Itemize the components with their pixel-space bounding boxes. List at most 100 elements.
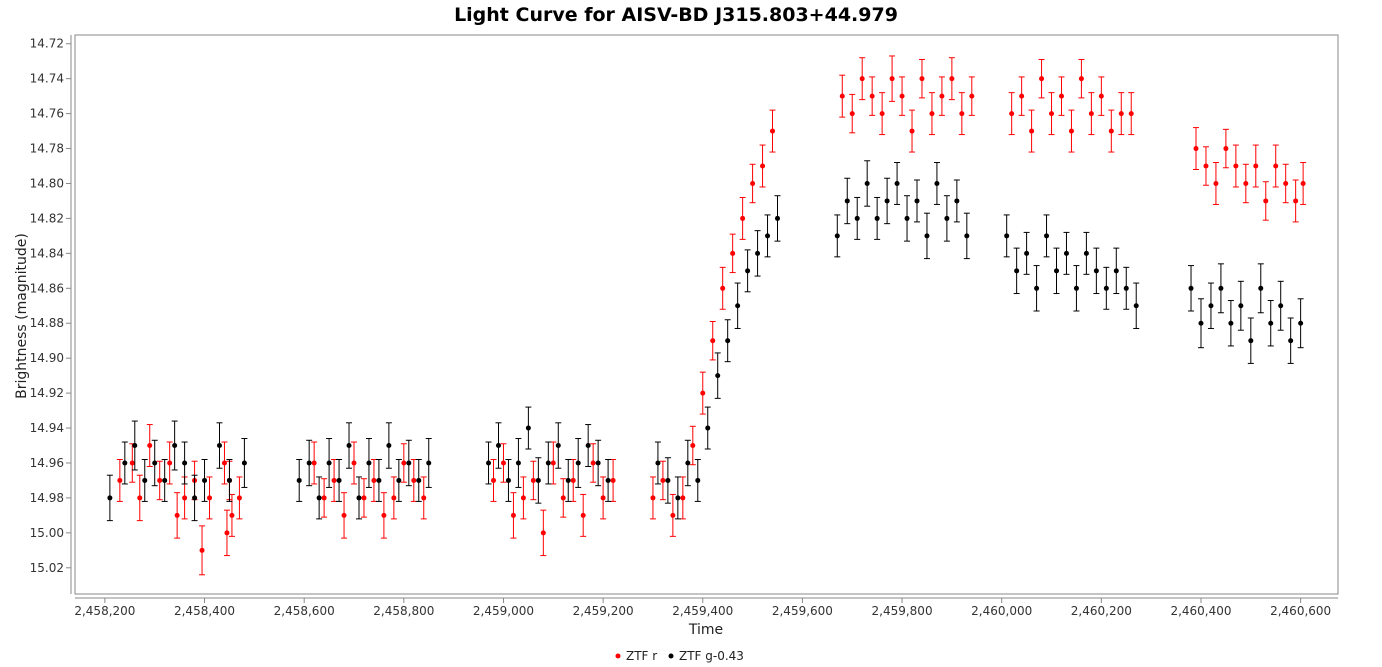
chart-title: Light Curve for AISV-BD J315.803+44.979: [454, 4, 898, 26]
x-tick-label: 2,459,600: [772, 604, 833, 618]
data-point: [311, 460, 317, 466]
data-point: [336, 477, 342, 483]
data-point: [1203, 163, 1209, 169]
data-point: [224, 530, 230, 536]
data-point: [1083, 250, 1089, 256]
x-tick-label: 2,458,800: [373, 604, 434, 618]
data-point: [774, 215, 780, 221]
data-point: [555, 443, 561, 449]
data-point: [236, 495, 242, 501]
data-point: [899, 93, 905, 99]
x-axis-ticks: 2,458,200 2,458,400 2,458,600 2,458,800 2,45…: [74, 598, 1331, 618]
data-point: [371, 477, 377, 483]
data-point: [914, 198, 920, 204]
y-tick-label: 14.98: [30, 491, 64, 505]
data-point: [924, 233, 930, 239]
data-point: [1004, 233, 1010, 239]
data-point: [590, 460, 596, 466]
series-0: [116, 55, 1307, 576]
x-tick-label: 2,459,200: [573, 604, 634, 618]
data-point: [1188, 285, 1194, 291]
y-tick-label: 14.94: [30, 421, 64, 435]
data-point: [1063, 250, 1069, 256]
data-point: [515, 460, 521, 466]
data-point: [241, 460, 247, 466]
data-point: [229, 512, 235, 518]
data-point: [1123, 285, 1129, 291]
data-point: [1288, 338, 1294, 344]
plot-area: [74, 34, 1339, 595]
data-point: [934, 180, 940, 186]
data-point: [226, 477, 232, 483]
data-point: [949, 76, 955, 82]
data-point: [366, 460, 372, 466]
data-point: [1118, 111, 1124, 117]
data-point: [854, 215, 860, 221]
y-tick-label: 15.00: [30, 526, 64, 540]
data-point: [740, 215, 746, 221]
data-point: [695, 477, 701, 483]
data-point: [346, 443, 352, 449]
x-tick-label: 2,458,400: [174, 604, 235, 618]
data-point: [192, 495, 198, 501]
data-point: [1243, 180, 1249, 186]
data-point: [680, 495, 686, 501]
data-point: [929, 111, 935, 117]
data-point: [650, 495, 656, 501]
x-tick-label: 2,460,400: [1170, 604, 1231, 618]
data-point: [595, 460, 601, 466]
data-point: [316, 495, 322, 501]
data-point: [755, 250, 761, 256]
data-point: [839, 93, 845, 99]
data-point: [1300, 180, 1306, 186]
data-point: [396, 477, 402, 483]
data-point: [585, 443, 591, 449]
data-point: [540, 530, 546, 536]
data-point: [760, 163, 766, 169]
data-point: [1093, 268, 1099, 274]
y-tick-label: 14.76: [30, 107, 64, 121]
data-point: [510, 512, 516, 518]
data-point: [859, 76, 865, 82]
data-point: [381, 512, 387, 518]
y-tick-label: 14.84: [30, 246, 64, 260]
data-point: [1039, 76, 1045, 82]
data-point: [770, 128, 776, 134]
data-point: [216, 443, 222, 449]
data-point: [525, 425, 531, 431]
legend-label-ztf-r: ZTF r: [626, 649, 657, 663]
series-layer: [106, 55, 1307, 576]
data-point: [869, 93, 875, 99]
data-point: [765, 233, 771, 239]
data-point: [426, 460, 432, 466]
data-point: [147, 443, 153, 449]
data-point: [1278, 303, 1284, 309]
data-point: [909, 128, 915, 134]
data-point: [1268, 320, 1274, 326]
data-point: [605, 477, 611, 483]
data-point: [1029, 128, 1035, 134]
data-point: [889, 76, 895, 82]
y-tick-label: 14.72: [30, 37, 64, 51]
data-point: [520, 495, 526, 501]
x-tick-label: 2,459,000: [473, 604, 534, 618]
data-point: [959, 111, 965, 117]
data-point: [670, 512, 676, 518]
data-point: [162, 477, 168, 483]
data-point: [735, 303, 741, 309]
data-point: [1054, 268, 1060, 274]
data-point: [1133, 303, 1139, 309]
y-axis-ticks: 14.72 14.74 14.76 14.78 14.80 14.82 14.84 14.86…: [30, 37, 71, 575]
x-axis-label: Time: [688, 622, 723, 638]
legend-marker-ztf-r: [615, 653, 621, 659]
data-point: [122, 460, 128, 466]
data-point: [491, 477, 497, 483]
data-point: [939, 93, 945, 99]
data-point: [1273, 163, 1279, 169]
x-tick-label: 2,460,200: [1071, 604, 1132, 618]
data-point: [575, 460, 581, 466]
x-tick-label: 2,459,800: [872, 604, 933, 618]
data-point: [406, 460, 412, 466]
data-point: [675, 495, 681, 501]
data-point: [1253, 163, 1259, 169]
